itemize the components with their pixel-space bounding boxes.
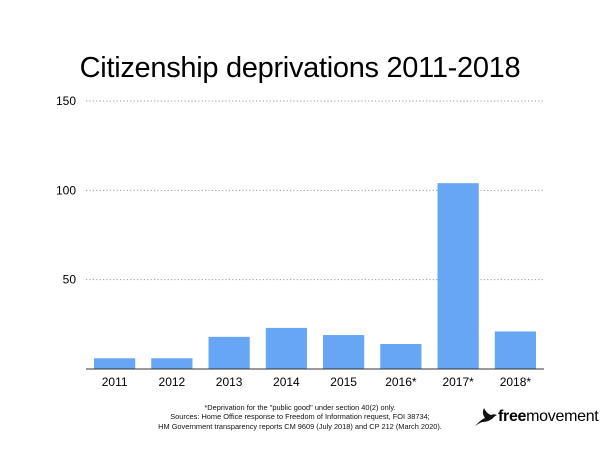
footnote-line-3: HM Government transparency reports CM 96…	[158, 421, 442, 431]
chart-title: Citizenship deprivations 2011-2018	[79, 52, 521, 84]
bar	[94, 358, 136, 369]
footnote-line-2: Sources: Home Office response to Freedom…	[170, 412, 430, 422]
y-axis-ticks: 50 100 150	[56, 94, 76, 287]
bar	[151, 358, 193, 369]
x-tick-label: 2013	[216, 375, 243, 389]
bar	[323, 335, 365, 369]
freemovement-logo: freemovement	[474, 404, 599, 430]
bars	[94, 183, 536, 369]
bar	[265, 327, 307, 369]
footnote: *Deprivation for the "public good" under…	[140, 403, 460, 431]
bar	[208, 336, 250, 369]
x-tick-label: 2012	[159, 375, 186, 389]
footnote-line-1: *Deprivation for the "public good" under…	[204, 403, 396, 412]
x-tick-label: 2016*	[385, 375, 417, 389]
brand-name: freemovement	[498, 408, 599, 426]
bar	[494, 331, 536, 369]
bar	[380, 343, 422, 369]
bird-icon	[475, 408, 497, 426]
x-tick-label: 2017*	[442, 375, 474, 389]
x-axis-ticks: 2011 2012 2013 2014 2015 2016* 2017* 2018*	[102, 375, 532, 389]
x-tick-label: 2015	[330, 375, 357, 389]
y-tick-label: 150	[56, 94, 76, 108]
y-tick-label: 100	[56, 183, 76, 197]
x-tick-label: 2014	[273, 375, 300, 389]
brand-name-bold: free	[498, 408, 527, 425]
y-tick-label: 50	[63, 273, 77, 287]
x-tick-label: 2011	[102, 375, 128, 389]
bar	[437, 183, 479, 369]
brand-name-light: movement	[526, 408, 599, 425]
x-tick-label: 2018*	[500, 375, 532, 389]
